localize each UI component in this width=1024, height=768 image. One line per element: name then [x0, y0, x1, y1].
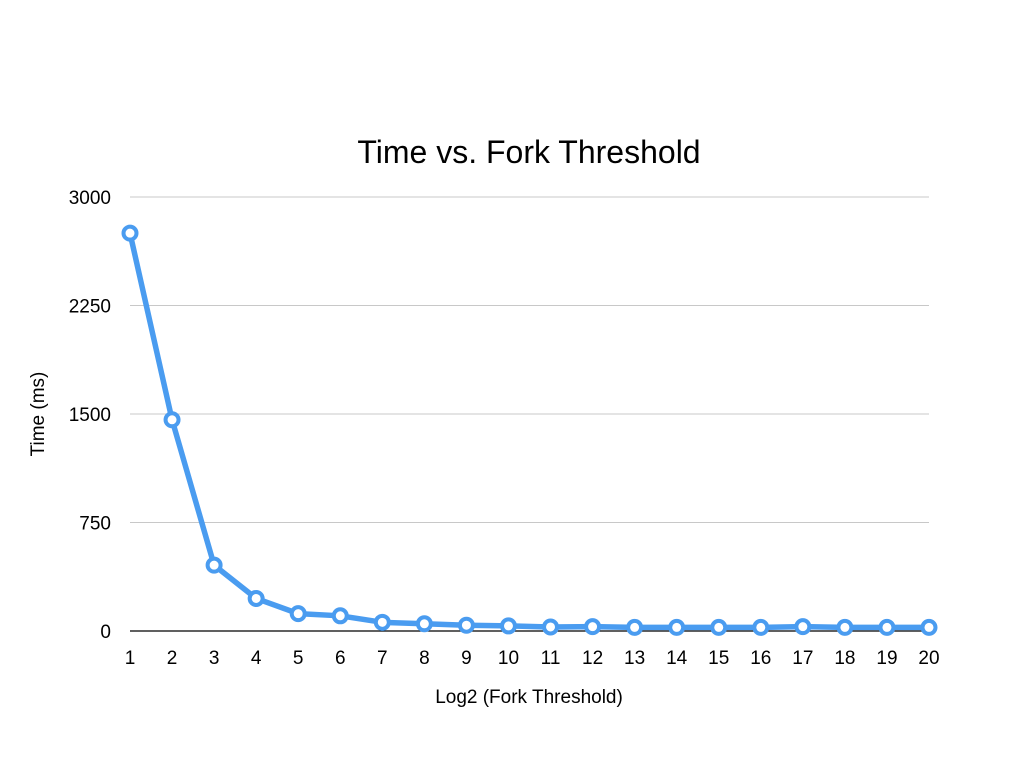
- data-point: [457, 616, 475, 634]
- y-tick-label: 2250: [69, 297, 111, 318]
- gridlines: [130, 196, 929, 523]
- x-tick-label: 14: [666, 648, 688, 669]
- x-tick-label: 16: [750, 648, 771, 669]
- data-point: [836, 618, 854, 636]
- x-tick-label: 7: [377, 648, 388, 669]
- data-point: [121, 224, 139, 242]
- data-point: [626, 618, 644, 636]
- y-axis-label: Time (ms): [28, 372, 49, 457]
- x-tick-label: 11: [541, 648, 561, 669]
- x-tick-label: 6: [335, 648, 346, 669]
- data-point: [752, 618, 770, 636]
- data-point: [205, 556, 223, 574]
- data-point: [415, 615, 433, 633]
- x-tick-label: 3: [209, 648, 220, 669]
- data-point: [542, 618, 560, 636]
- data-point: [373, 613, 391, 631]
- x-tick-label: 12: [582, 648, 603, 669]
- x-axis-label: Log2 (Fork Threshold): [435, 687, 623, 708]
- y-tick-label: 3000: [69, 188, 111, 209]
- x-tick-label: 15: [708, 648, 729, 669]
- x-tick-label: 19: [876, 648, 897, 669]
- data-point: [794, 618, 812, 636]
- chart-title: Time vs. Fork Threshold: [357, 134, 700, 170]
- y-tick-label: 1500: [69, 405, 111, 426]
- data-point: [710, 618, 728, 636]
- data-series: [121, 224, 938, 636]
- x-tick-label: 1: [125, 648, 136, 669]
- y-axis-ticks: 3000 2250 1500 750 0: [69, 188, 111, 643]
- x-tick-label: 10: [498, 648, 519, 669]
- data-point: [331, 607, 349, 625]
- x-tick-label: 20: [918, 648, 939, 669]
- x-tick-label: 13: [624, 648, 645, 669]
- x-tick-label: 17: [792, 648, 813, 669]
- data-point: [289, 605, 307, 623]
- x-tick-label: 2: [167, 648, 178, 669]
- data-point: [163, 411, 181, 429]
- y-tick-label: 750: [79, 514, 111, 535]
- data-point: [920, 618, 938, 636]
- x-tick-label: 18: [834, 648, 855, 669]
- x-tick-label: 4: [251, 648, 262, 669]
- x-tick-label: 5: [293, 648, 304, 669]
- data-point: [499, 617, 517, 635]
- y-tick-label: 0: [100, 622, 111, 643]
- data-point: [668, 618, 686, 636]
- data-point: [247, 589, 265, 607]
- x-axis-ticks: 1 2 3 4 5 6 7 8 9 10 11 12 13 14 15 16 17 18 19 20: [125, 648, 940, 669]
- data-point: [878, 618, 896, 636]
- x-tick-label: 8: [419, 648, 430, 669]
- x-tick-label: 9: [461, 648, 472, 669]
- series-line: [127, 230, 932, 631]
- data-point: [584, 618, 602, 636]
